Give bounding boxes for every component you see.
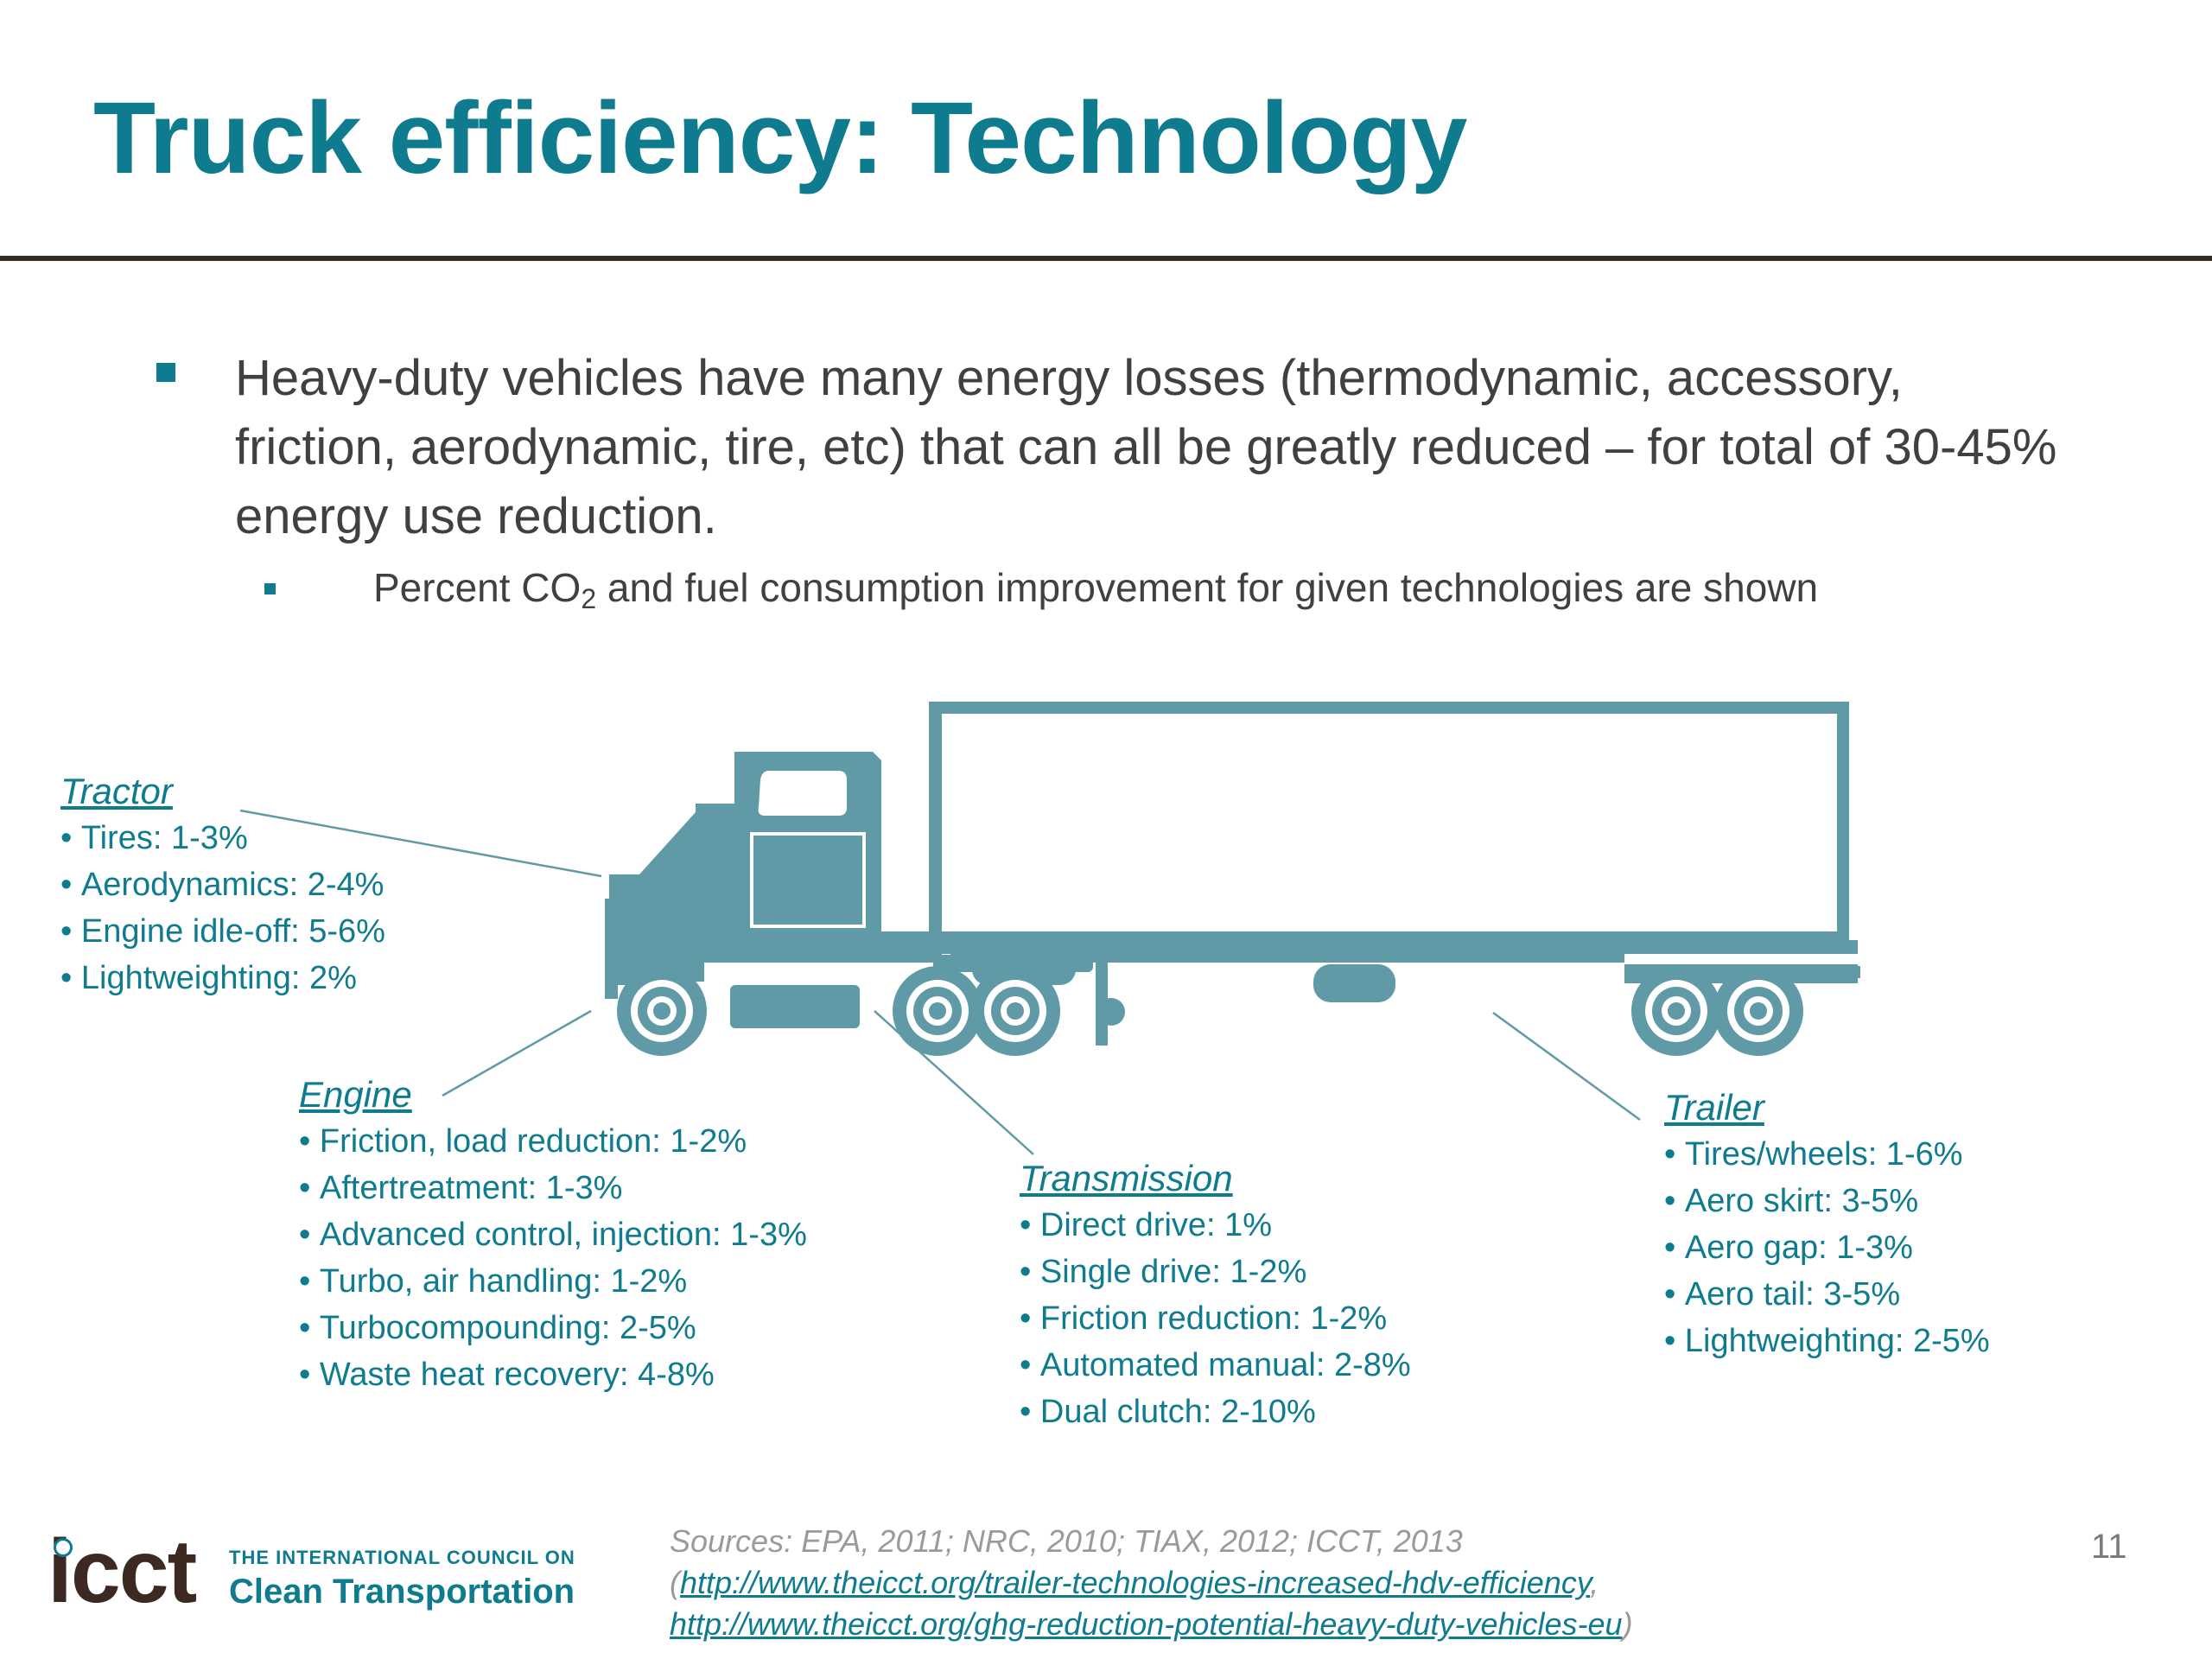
tractor-heading: Tractor [60,771,173,811]
logo-tagline-bottom: Clean Transportation [229,1573,575,1611]
sub-bullet-text: Percent CO2 and fuel consumption improve… [373,563,2058,614]
engine-heading: Engine [299,1074,412,1115]
title-divider [0,256,2212,261]
sub-bullet-post: and fuel consumption improvement for giv… [596,565,1819,610]
transmission-item: Single drive: 1-2% [1020,1249,1411,1295]
trailer-box [929,702,1849,944]
sources-close-paren: ) [1622,1606,1633,1642]
trailer-item: Tires/wheels: 1-6% [1664,1131,1990,1178]
sub-bullet-pre: Percent CO [373,565,582,610]
engine-group: Engine Friction, load reduction: 1-2% Af… [299,1071,807,1398]
trailer-item: Aero tail: 3-5% [1664,1271,1990,1318]
logo-wordmark: icct [48,1522,197,1622]
tractor-item: Engine idle-off: 5-6% [60,908,385,955]
trailer-rail [929,940,1858,954]
trailer-item: Lightweighting: 2-5% [1664,1318,1990,1364]
engine-item: Friction, load reduction: 1-2% [299,1118,807,1165]
sources-footnote: Sources: EPA, 2011; NRC, 2010; TIAX, 201… [670,1521,1633,1645]
engine-item: Turbo, air handling: 1-2% [299,1258,807,1305]
sources-separator: , [1590,1565,1599,1600]
trailer-item: Aero gap: 1-3% [1664,1224,1990,1271]
transmission-group: Transmission Direct drive: 1% Single dri… [1020,1155,1411,1435]
transmission-item: Direct drive: 1% [1020,1202,1411,1249]
engine-item: Aftertreatment: 1-3% [299,1165,807,1211]
source-link-ghg[interactable]: http://www.theicct.org/ghg-reduction-pot… [670,1606,1623,1642]
logo-tagline-top: THE INTERNATIONAL COUNCIL ON [229,1547,575,1568]
engine-item: Advanced control, injection: 1-3% [299,1211,807,1258]
sources-text: Sources: EPA, 2011; NRC, 2010; TIAX, 201… [670,1523,1463,1559]
source-link-trailer[interactable]: http://www.theicct.org/trailer-technolog… [680,1565,1591,1600]
engine-item: Waste heat recovery: 4-8% [299,1351,807,1398]
transmission-heading: Transmission [1020,1158,1233,1198]
bullet-square-icon [156,363,175,382]
slide-title: Truck efficiency: Technology [93,81,1467,195]
sub-bullet-square-icon [264,583,276,594]
trailer-heading: Trailer [1664,1087,1764,1128]
tractor-item: Tires: 1-3% [60,815,385,861]
tractor-group: Tractor Tires: 1-3% Aerodynamics: 2-4% E… [60,768,385,1001]
transmission-item: Automated manual: 2-8% [1020,1342,1411,1389]
truck-illustration [605,702,1860,1056]
icct-logo: icct THE INTERNATIONAL COUNCIL ON Clean … [48,1524,601,1623]
page-number: 11 [2091,1528,2127,1566]
trailer-group: Trailer Tires/wheels: 1-6% Aero skirt: 3… [1664,1084,1990,1364]
transmission-item: Friction reduction: 1-2% [1020,1295,1411,1342]
engine-item: Turbocompounding: 2-5% [299,1305,807,1351]
sources-open-paren: ( [670,1565,680,1600]
main-bullet-text: Heavy-duty vehicles have many energy los… [235,350,2057,544]
tractor-item: Aerodynamics: 2-4% [60,861,385,908]
cab-window [758,771,847,816]
trailer-item: Aero skirt: 3-5% [1664,1178,1990,1224]
logo-dot-icon [54,1538,73,1557]
tractor-item: Lightweighting: 2% [60,955,385,1001]
co2-subscript: 2 [581,583,597,614]
transmission-item: Dual clutch: 2-10% [1020,1389,1411,1435]
